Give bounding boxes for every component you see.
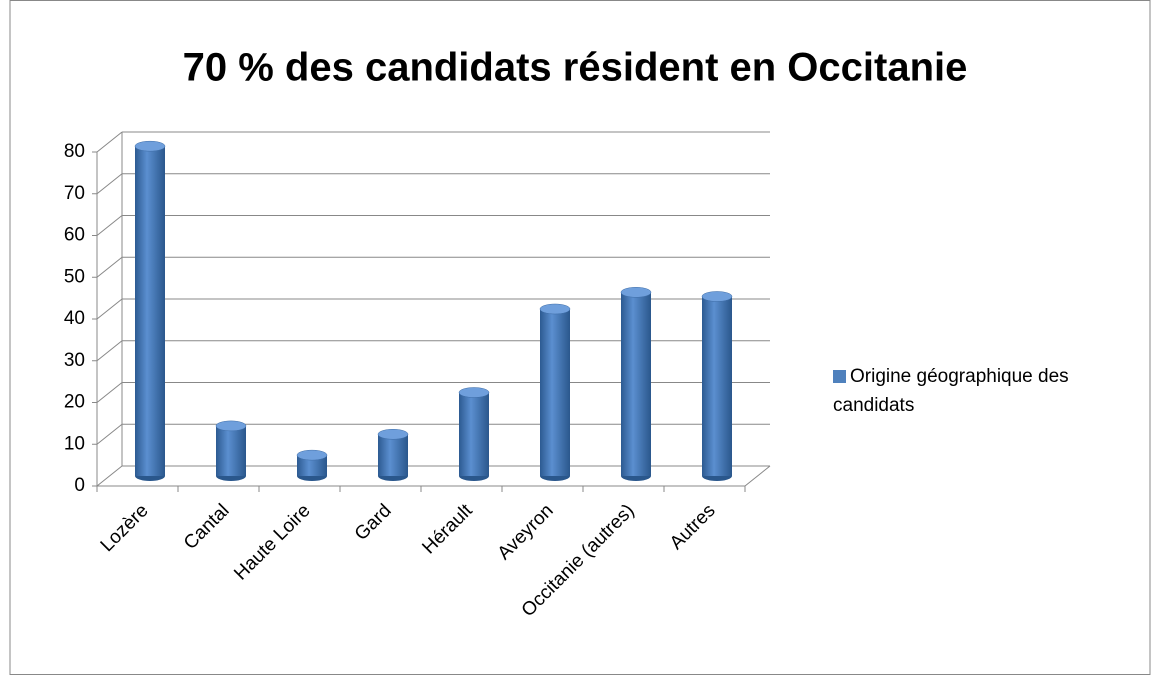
bar: [621, 292, 651, 476]
grid-line-side: [96, 465, 123, 487]
y-tick-label: 80: [64, 141, 85, 162]
bar-top: [539, 303, 571, 315]
grid-line-side: [96, 215, 123, 236]
y-tick-label: 40: [64, 308, 85, 329]
y-tick-label: 60: [64, 225, 85, 246]
chart-border: [9, 0, 1151, 675]
bar-top: [701, 291, 733, 302]
bar: [702, 296, 732, 476]
bar: [135, 146, 165, 477]
bar: [459, 392, 489, 476]
bar: [540, 309, 570, 476]
grid-line-side: [96, 423, 123, 445]
y-tick-label: 50: [64, 266, 85, 287]
chart-title: 70 % des candidats résident en Occitanie: [183, 46, 968, 90]
bar-top: [296, 449, 328, 461]
y-tick-label: 70: [64, 183, 85, 204]
bar: [297, 455, 327, 476]
y-tick-label: 0: [74, 475, 85, 496]
bar-top: [458, 387, 490, 398]
bar: [378, 434, 408, 476]
grid-line-side: [96, 256, 123, 278]
grid-line-side: [96, 298, 123, 320]
legend-swatch: [833, 370, 846, 383]
y-tick-label: 20: [64, 392, 85, 413]
bar-top: [620, 287, 652, 298]
grid-line-side: [96, 131, 123, 153]
bar-top: [134, 140, 166, 152]
grid-line-side: [96, 382, 123, 403]
bar-top: [377, 429, 409, 440]
bar: [216, 425, 246, 476]
bar-top: [215, 420, 247, 432]
y-tick-label: 10: [64, 433, 85, 454]
grid-line-side: [96, 173, 123, 195]
legend: Origine géographique des candidats: [833, 362, 1143, 420]
y-tick-label: 30: [64, 350, 85, 371]
floor-right: [744, 465, 771, 487]
grid-line-side: [96, 340, 123, 362]
legend-label: Origine géographique des candidats: [833, 366, 1069, 416]
